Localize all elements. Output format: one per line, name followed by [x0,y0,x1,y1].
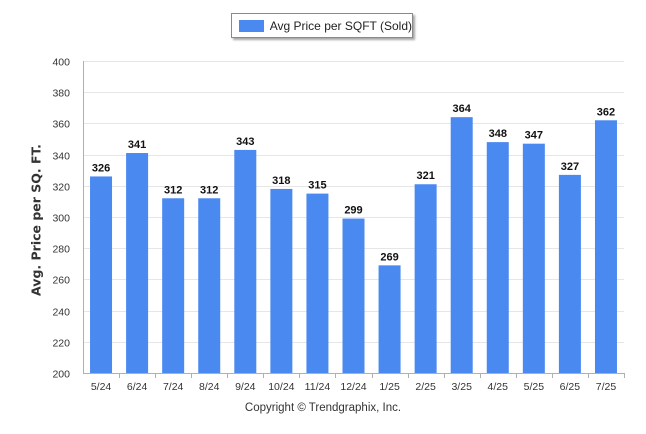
data-label: 315 [308,180,326,192]
x-tick-label: 2/25 [415,381,436,393]
y-axis-label: Avg. Price per SQ. FT. [28,144,44,296]
bar [162,198,185,373]
legend: Avg Price per SQFT (Sold) [231,13,413,38]
y-tick-label: 280 [52,244,70,256]
legend-swatch [239,19,264,32]
data-label: 318 [272,175,290,187]
y-tick-label: 400 [52,57,70,69]
bar [522,143,545,373]
data-label: 364 [453,103,472,115]
copyright-footer: Copyright © Trendgraphix, Inc. [244,402,402,414]
bar [234,149,257,373]
bar [270,188,293,373]
x-tick-label: 8/24 [199,381,220,393]
data-label: 312 [164,184,182,196]
x-tick-label: 7/24 [163,381,184,393]
legend-label: Avg Price per SQFT (Sold) [269,18,412,33]
x-tick-label: 9/24 [235,381,256,393]
y-tick-label: 220 [52,338,70,350]
x-tick-label: 4/25 [488,381,509,393]
x-tick-label: 3/25 [451,381,472,393]
data-label: 312 [200,184,218,196]
bar [558,174,581,373]
bar [342,218,365,373]
data-label: 269 [380,251,398,263]
y-tick-label: 320 [52,182,70,194]
data-label: 299 [344,205,362,217]
bar [450,117,473,373]
data-label: 327 [561,161,579,173]
y-tick-label: 260 [52,275,70,287]
y-tick-label: 200 [52,369,70,381]
x-tick-label: 6/25 [560,381,581,393]
y-tick-label: 240 [52,307,70,319]
bar [126,153,149,373]
data-label: 341 [128,139,146,151]
x-tick-label: 6/24 [127,381,148,393]
x-tick-label: 12/24 [340,381,366,393]
data-label: 343 [236,136,254,148]
bar [378,265,401,373]
bar [90,176,113,373]
x-tick-label: 1/25 [379,381,400,393]
y-tick-label: 300 [52,213,70,225]
x-tick-label: 5/24 [91,381,112,393]
x-tick-label: 10/24 [268,381,294,393]
x-tick-label: 11/24 [305,381,331,393]
bar [306,193,329,373]
data-label: 347 [525,130,543,142]
data-label: 362 [597,106,615,118]
y-tick-label: 380 [52,88,70,100]
bar [414,184,437,373]
y-tick-label: 340 [52,151,70,163]
bar [486,142,509,373]
data-label: 348 [489,128,507,140]
data-label: 326 [92,162,110,174]
bar [198,198,221,373]
x-tick-label: 5/25 [524,381,545,393]
bar [594,120,617,373]
y-tick-label: 360 [52,119,70,131]
x-tick-label: 7/25 [596,381,617,393]
data-label: 321 [416,170,434,182]
